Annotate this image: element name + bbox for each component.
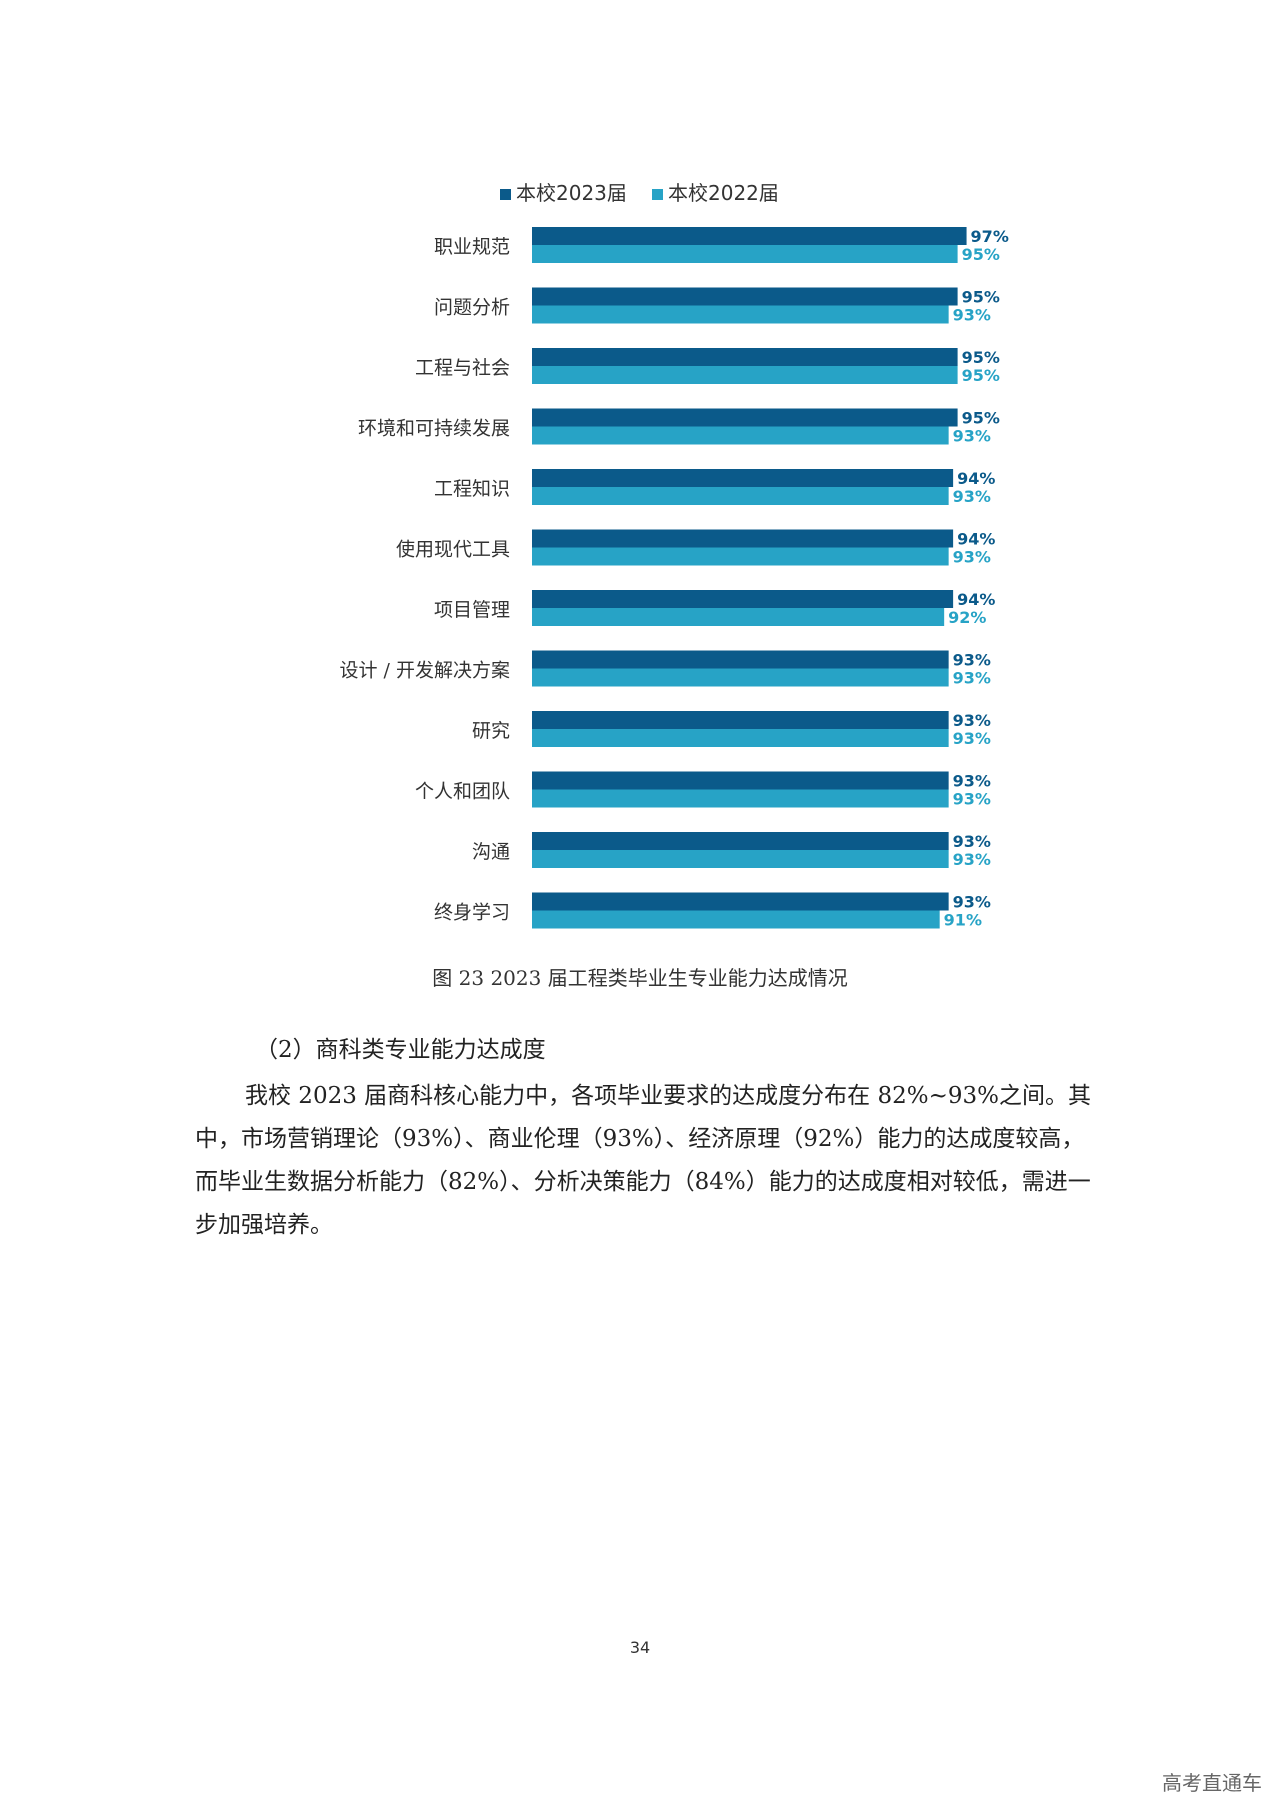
value-label-2023: 93%: [953, 893, 991, 912]
legend-swatch-1: [500, 189, 511, 200]
value-label-2022: 93%: [953, 306, 991, 325]
bar-2022: [532, 366, 958, 384]
bar-2023: [532, 529, 954, 548]
bar-2023: [532, 771, 949, 790]
bar-2023: [532, 348, 958, 366]
bar-2022: [532, 426, 949, 445]
value-label-2022: 93%: [953, 669, 991, 688]
value-label-2023: 93%: [953, 772, 991, 791]
bar-2022: [532, 608, 945, 626]
bar-2022: [532, 305, 949, 324]
bar-2022: [532, 487, 949, 505]
bar-2023: [532, 408, 958, 427]
category-label: 个人和团队: [415, 781, 510, 803]
bar-2022: [532, 789, 949, 808]
bar-2022: [532, 547, 949, 566]
bar-2023: [532, 227, 967, 245]
watermark: 高考直通车: [1162, 1771, 1262, 1795]
value-label-2022: 92%: [948, 608, 986, 627]
value-label-2023: 93%: [953, 711, 991, 730]
body-paragraph: 我校 2023 届商科核心能力中，各项毕业要求的达成度分布在 82%~93%之间…: [195, 1083, 1091, 1238]
category-label: 环境和可持续发展: [358, 418, 510, 440]
page-number: 34: [629, 1638, 651, 1657]
bar-2022: [532, 245, 958, 263]
value-label-2023: 95%: [962, 288, 1000, 307]
value-label-2022: 95%: [962, 366, 1000, 385]
category-label: 职业规范: [434, 236, 510, 258]
value-label-2022: 93%: [953, 427, 991, 446]
value-label-2023: 93%: [953, 651, 991, 670]
value-label-2023: 94%: [957, 590, 995, 609]
category-label: 使用现代工具: [396, 539, 510, 561]
value-label-2023: 95%: [962, 348, 1000, 367]
legend-label-1: 本校2023届: [516, 181, 627, 205]
category-label: 工程知识: [434, 478, 510, 500]
bar-2022: [532, 850, 949, 868]
bar-2022: [532, 668, 949, 687]
legend-label-2: 本校2022届: [668, 181, 779, 205]
bar-2022: [532, 910, 940, 929]
value-label-2022: 95%: [962, 245, 1000, 264]
bar-2023: [532, 892, 949, 911]
bar-2023: [532, 287, 958, 306]
bar-2023: [532, 469, 954, 487]
category-label: 工程与社会: [415, 357, 510, 379]
value-label-2023: 95%: [962, 409, 1000, 428]
bar-2022: [532, 729, 949, 747]
category-label: 终身学习: [434, 902, 510, 924]
category-label: 研究: [472, 720, 510, 742]
category-label: 问题分析: [434, 297, 510, 319]
category-label: 项目管理: [434, 599, 510, 621]
value-label-2022: 93%: [953, 487, 991, 506]
value-label-2022: 93%: [953, 850, 991, 869]
value-label-2022: 93%: [953, 548, 991, 567]
section-heading: （2）商科类专业能力达成度: [255, 1037, 546, 1063]
bar-2023: [532, 711, 949, 729]
value-label-2022: 91%: [944, 911, 982, 930]
figure-caption: 图 23 2023 届工程类毕业生专业能力达成情况: [432, 966, 848, 990]
value-label-2023: 94%: [957, 530, 995, 549]
bar-2023: [532, 590, 954, 608]
value-label-2023: 93%: [953, 832, 991, 851]
bar-2023: [532, 832, 949, 850]
legend-swatch-2: [652, 189, 663, 200]
category-label: 沟通: [472, 841, 510, 863]
value-label-2023: 94%: [957, 469, 995, 488]
value-label-2022: 93%: [953, 729, 991, 748]
value-label-2023: 97%: [971, 227, 1009, 246]
bar-2023: [532, 650, 949, 669]
category-label: 设计 / 开发解决方案: [340, 660, 510, 682]
value-label-2022: 93%: [953, 790, 991, 809]
